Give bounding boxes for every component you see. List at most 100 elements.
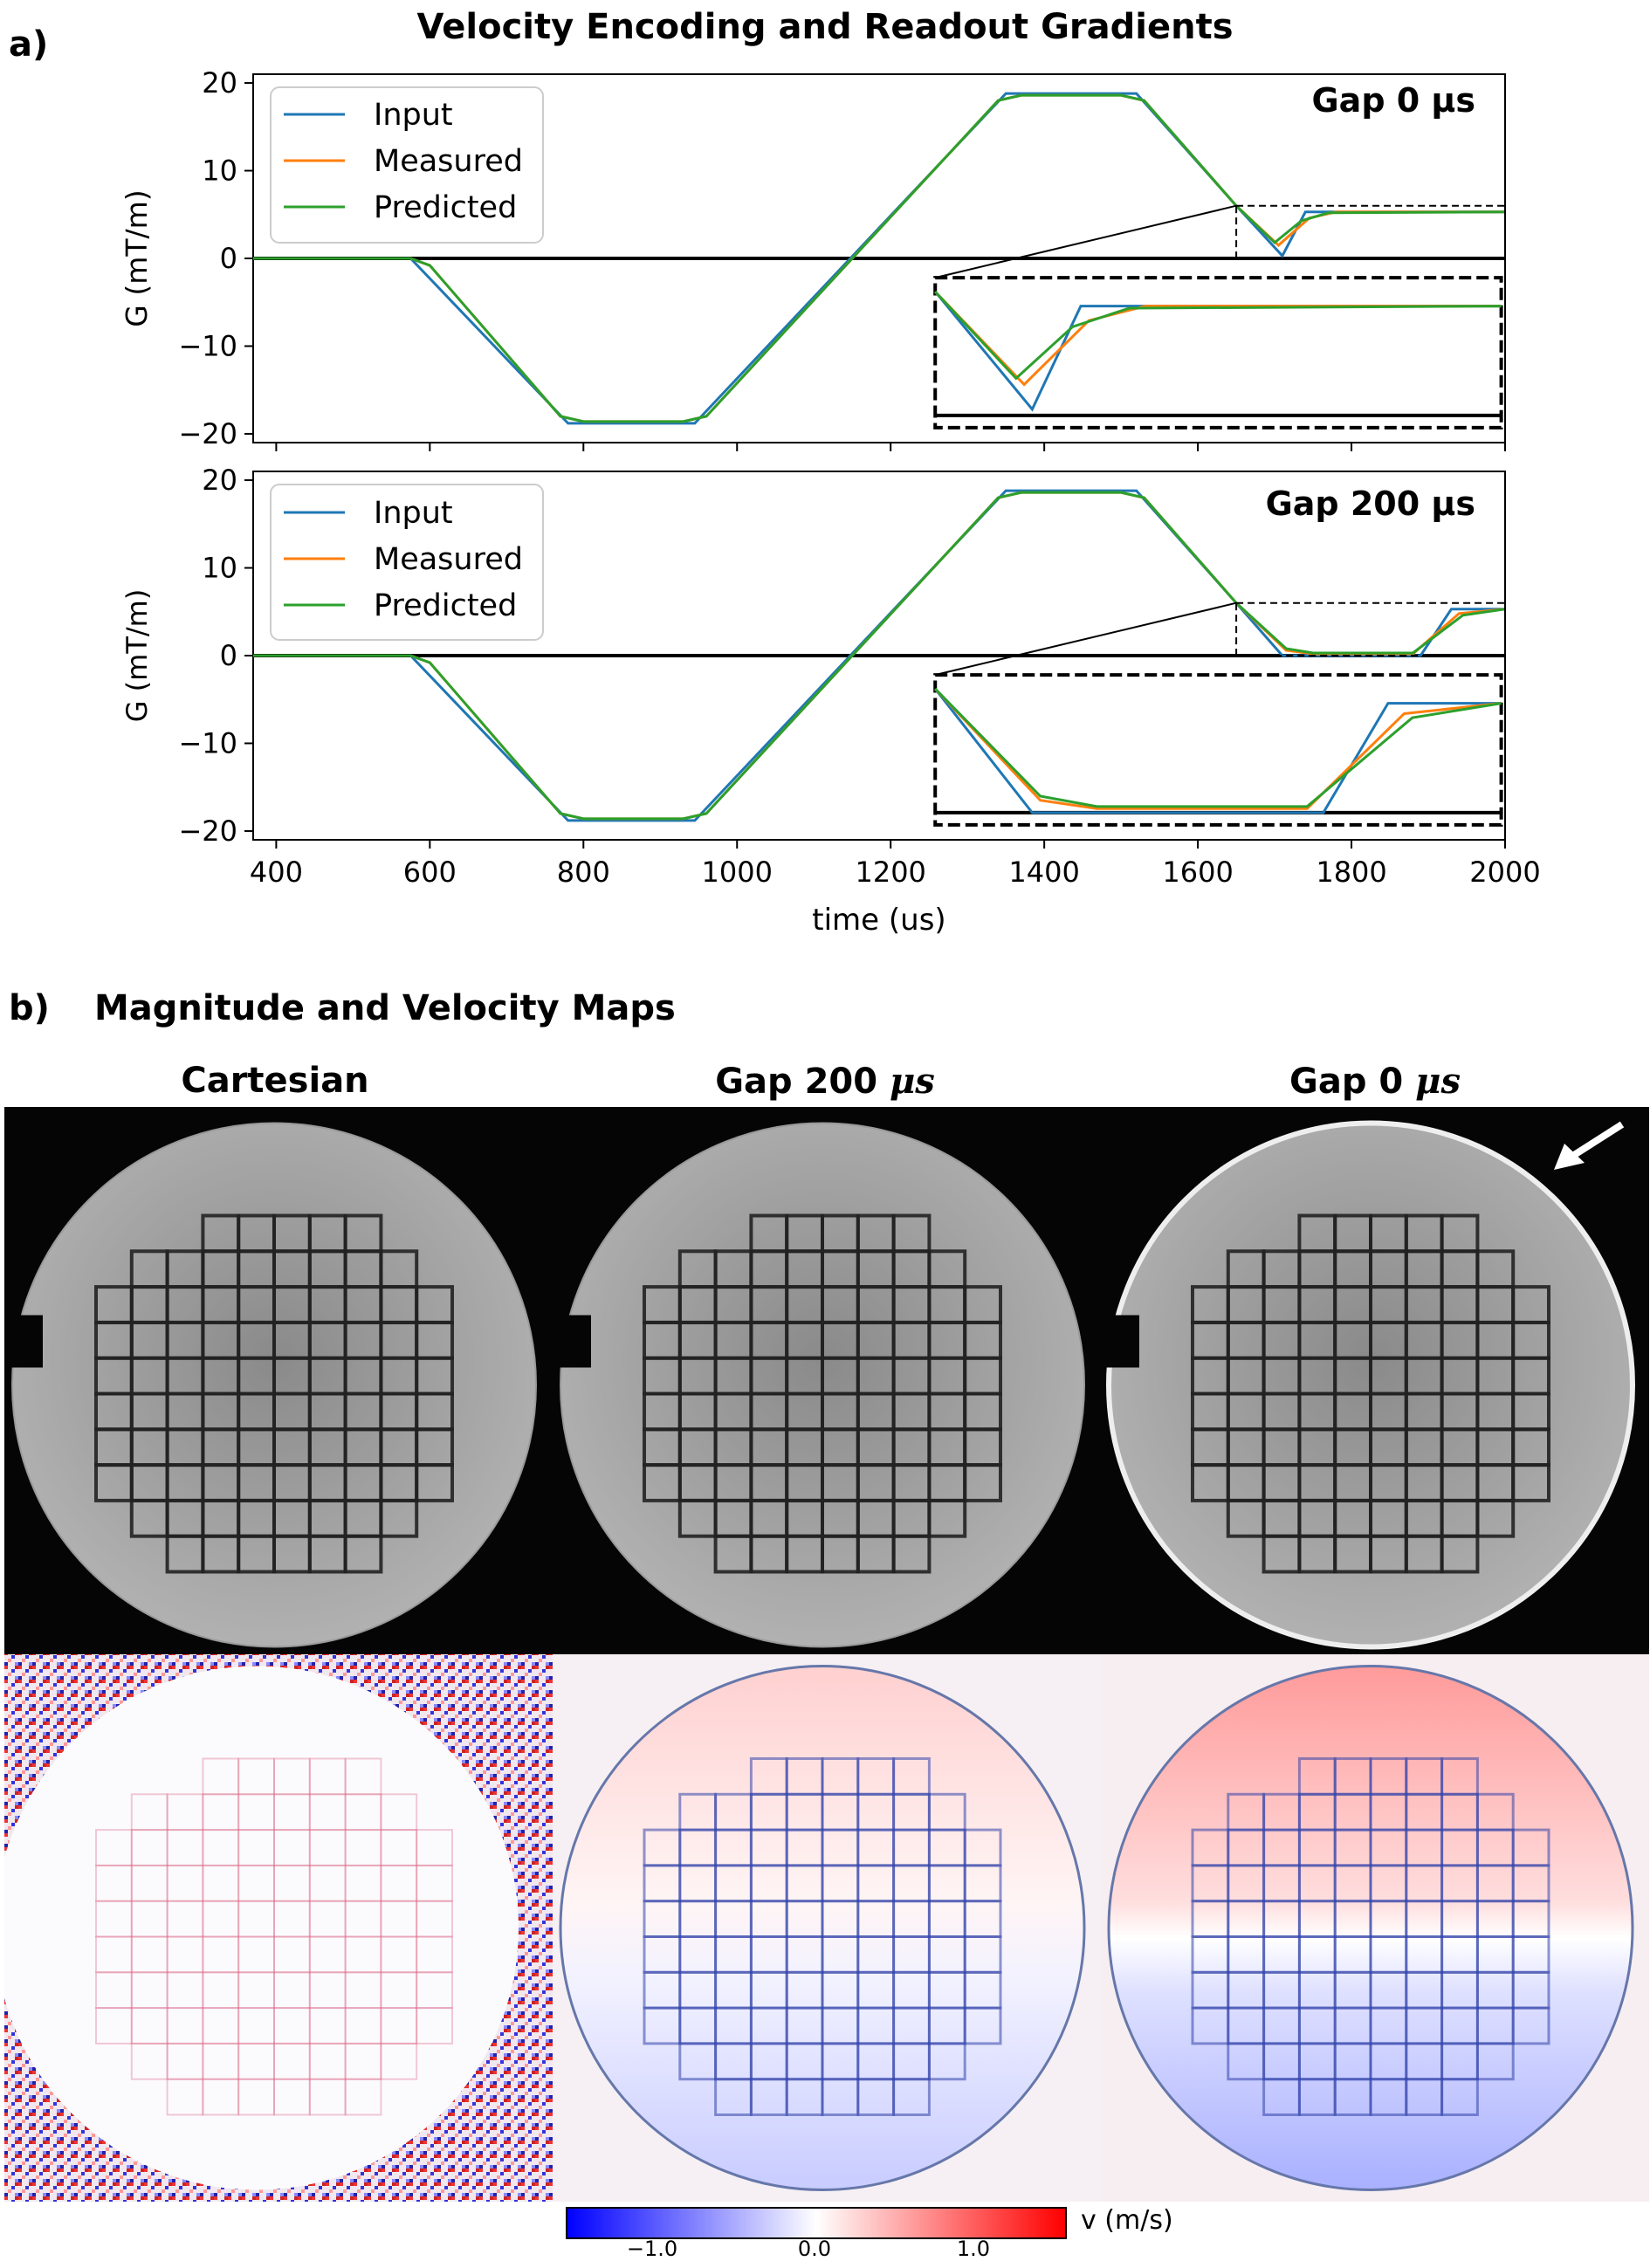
chart-gap0-inset: [933, 204, 1505, 430]
phantom-cell: [344, 1864, 382, 1902]
velocity-phantom: [4, 1666, 519, 2190]
phantom-cell: [273, 1971, 311, 2010]
arrow-annotation: [1554, 1121, 1625, 1170]
phantom-cell: [308, 1935, 347, 1974]
legend-input-label: Input: [374, 98, 453, 133]
phantom-cell: [130, 2042, 168, 2080]
xtick-label: 1400: [1008, 856, 1079, 889]
phantom-cell: [416, 1864, 454, 1902]
series-line-predicted: [253, 491, 1505, 821]
phantom-cell: [202, 2042, 240, 2080]
phantom-cell: [344, 1935, 382, 1974]
phantom-cell: [416, 1935, 454, 1974]
phantom-cell: [237, 2042, 276, 2080]
phantom-cell: [273, 1935, 311, 1974]
phantom-cell: [202, 1971, 240, 2010]
chart-xlabel: time (us): [812, 903, 945, 938]
phantom-cell: [891, 1534, 932, 1574]
phantom-cell: [130, 1935, 168, 1974]
phantom-cell: [95, 2007, 133, 2045]
chart-gap0: −20 −10 0 10 20 G (mT/m) Gap 0 μs Input Meas…: [120, 66, 1506, 451]
phantom-cell: [379, 1498, 419, 1538]
phantom-cell: [380, 2042, 418, 2080]
phantom-cell: [237, 2078, 276, 2116]
phantom-cell: [892, 2078, 931, 2116]
phantom-notch: [8, 1315, 43, 1368]
colorbar-tick-pos: 1.0: [956, 2237, 991, 2261]
phantom-cell: [1511, 2006, 1550, 2045]
xtick-label: 600: [403, 856, 457, 889]
phantom-cell: [308, 1971, 347, 2010]
inset-box: [933, 673, 1503, 827]
phantom-cell: [237, 1757, 276, 1796]
phantom-cell: [130, 1971, 168, 2010]
phantom-cell: [237, 1864, 276, 1902]
inset-box: [933, 276, 1503, 430]
ytick-label: −20: [178, 417, 237, 450]
ytick-label: 20: [202, 464, 237, 497]
phantom-cell: [308, 2007, 347, 2045]
xtick-label: 800: [557, 856, 610, 889]
phantom-cell: [237, 1829, 276, 1866]
ytick-label: −10: [178, 726, 237, 759]
phantom-cell: [273, 1829, 311, 1866]
phantom-cell: [130, 1900, 168, 1938]
phantom-cell: [963, 1463, 1002, 1502]
phantom-cell: [380, 2007, 418, 2045]
phantom-cell: [380, 1829, 418, 1866]
ytick-label: 10: [202, 552, 237, 585]
phantom-cell: [416, 2007, 454, 2045]
phantom-cell: [380, 1935, 418, 1974]
phantom-cell: [1511, 1463, 1550, 1502]
phantom-cell: [273, 1793, 311, 1832]
phantom-cell: [1440, 1534, 1480, 1574]
phantom-cell: [95, 1864, 133, 1902]
phantom-cell: [416, 1829, 454, 1866]
phantom-cell: [202, 1900, 240, 1938]
colorbar: [566, 2207, 1067, 2239]
phantom-cell: [308, 1757, 347, 1796]
phantom-cell: [202, 1793, 240, 1832]
series-line-predicted: [253, 93, 1505, 423]
phantom-cell: [380, 1900, 418, 1938]
phantom-cell: [202, 1829, 240, 1866]
column-title-cartesian: Cartesian: [181, 1061, 369, 1101]
phantom-cell: [237, 2007, 276, 2045]
zoom-region: [1235, 204, 1505, 259]
phantom-cell: [963, 2006, 1002, 2045]
chart-gap0-legend: Input Measured Predicted: [270, 86, 544, 244]
phantom-cell: [380, 1971, 418, 2010]
phantom-cell: [273, 2078, 311, 2116]
phantom-cell: [273, 1864, 311, 1902]
phantom-cell: [202, 2078, 240, 2116]
phantom-cell: [130, 2007, 168, 2045]
ytick-label: 20: [202, 66, 237, 100]
chart-gap200-legend: Input Measured Predicted: [270, 484, 544, 641]
phantom-cell: [95, 1971, 133, 2010]
phantom-cell: [130, 1864, 168, 1902]
phantom-cell: [166, 1900, 204, 1938]
phantom-cell: [95, 1829, 133, 1866]
xtick-label: 1200: [855, 856, 925, 889]
chart-gap200-ylabel: G (mT/m): [120, 589, 154, 723]
inset-series-predicted: [934, 688, 1502, 808]
phantom-cell: [273, 1757, 311, 1796]
phantom-cell: [308, 1864, 347, 1902]
phantom-cell: [344, 1829, 382, 1866]
phantom-notch: [1104, 1315, 1139, 1368]
phantom-cell: [273, 2007, 311, 2045]
colorbar-tick-zero: 0.0: [797, 2237, 832, 2261]
phantom-cell: [202, 2007, 240, 2045]
phantom-cell: [308, 1793, 347, 1832]
xtick-label: 1000: [702, 856, 773, 889]
phantom-cell: [344, 1793, 382, 1832]
phantom-cell: [308, 2078, 347, 2116]
phantom-cell: [202, 1757, 240, 1796]
legend-measured-label: Measured: [374, 542, 523, 577]
phantom-cell: [308, 2042, 347, 2080]
phantom-cell: [344, 2042, 382, 2080]
panel-b-title: Magnitude and Velocity Maps: [94, 988, 676, 1028]
phantom-cell: [237, 1935, 276, 1974]
ytick-label: −10: [178, 329, 237, 362]
phantom-cell: [344, 1900, 382, 1938]
